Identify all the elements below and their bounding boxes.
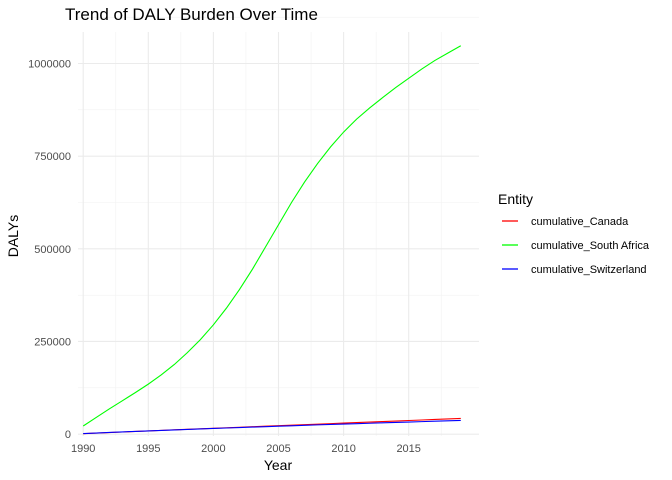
major-gridlines (78, 32, 479, 436)
x-tick-label: 2000 (201, 443, 225, 455)
legend-label: cumulative_Switzerland (531, 264, 647, 276)
x-tick-label: 2015 (396, 443, 420, 455)
y-tick-label: 750000 (34, 151, 71, 163)
y-axis-title: DALYs (5, 215, 21, 258)
x-tick-label: 2010 (331, 443, 355, 455)
legend-label: cumulative_South Africa (531, 240, 650, 252)
y-tick-label: 1000000 (28, 59, 71, 71)
legend: Entity cumulative_Canada cumulative_South… (498, 191, 650, 276)
series-line-cumulative-switzerland (83, 419, 461, 435)
y-tick-label: 0 (65, 429, 71, 441)
legend-title: Entity (498, 191, 533, 207)
series-line-cumulative-south-africa (82, 45, 462, 427)
y-tick-label: 250000 (34, 336, 71, 348)
x-tick-label: 1995 (136, 443, 160, 455)
series-lines (82, 45, 462, 435)
legend-label: cumulative_Canada (531, 216, 629, 228)
chart-title: Trend of DALY Burden Over Time (65, 5, 318, 24)
x-tick-label: 1990 (71, 443, 95, 455)
y-tick-label: 500000 (34, 244, 71, 256)
x-axis-title: Year (264, 457, 293, 473)
x-tick-label: 2005 (266, 443, 290, 455)
x-axis-ticks: 1990 1995 2000 2005 2010 2015 (71, 443, 421, 455)
y-axis-ticks: 0 250000 500000 750000 1000000 (28, 59, 71, 442)
